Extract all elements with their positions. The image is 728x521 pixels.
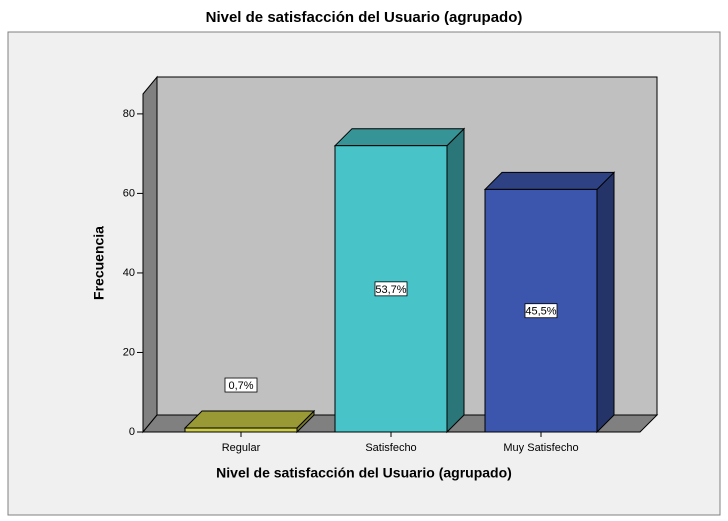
bar-side [596, 171, 615, 434]
data-label: 45,5% [525, 306, 556, 318]
bar-top [483, 171, 616, 190]
data-label-box [374, 281, 408, 297]
y-tick-label: 20 [123, 346, 135, 358]
x-axis-title: Nivel de satisfacción del Usuario (agrup… [216, 465, 512, 481]
data-label: 0,7% [228, 380, 253, 392]
data-label-box [524, 303, 558, 319]
x-tick-label: Muy Satisfecho [503, 442, 578, 454]
y-tick-label: 40 [123, 267, 135, 279]
y-tick-label: 80 [123, 108, 135, 120]
y-axis-title: Frecuencia [91, 226, 107, 300]
data-label: 53,7% [375, 284, 406, 296]
y-tick-label: 60 [123, 187, 135, 199]
chart-title: Nivel de satisfacción del Usuario (agrup… [206, 9, 523, 26]
y-tick-label: 0 [129, 426, 135, 438]
bar-top [333, 128, 466, 147]
x-tick-label: Regular [222, 442, 261, 454]
bar [184, 427, 298, 433]
data-label-box [224, 377, 258, 393]
bar-top [183, 410, 316, 429]
bar-side [446, 127, 465, 434]
left-wall [142, 75, 158, 434]
x-tick-label: Satisfecho [365, 442, 416, 454]
